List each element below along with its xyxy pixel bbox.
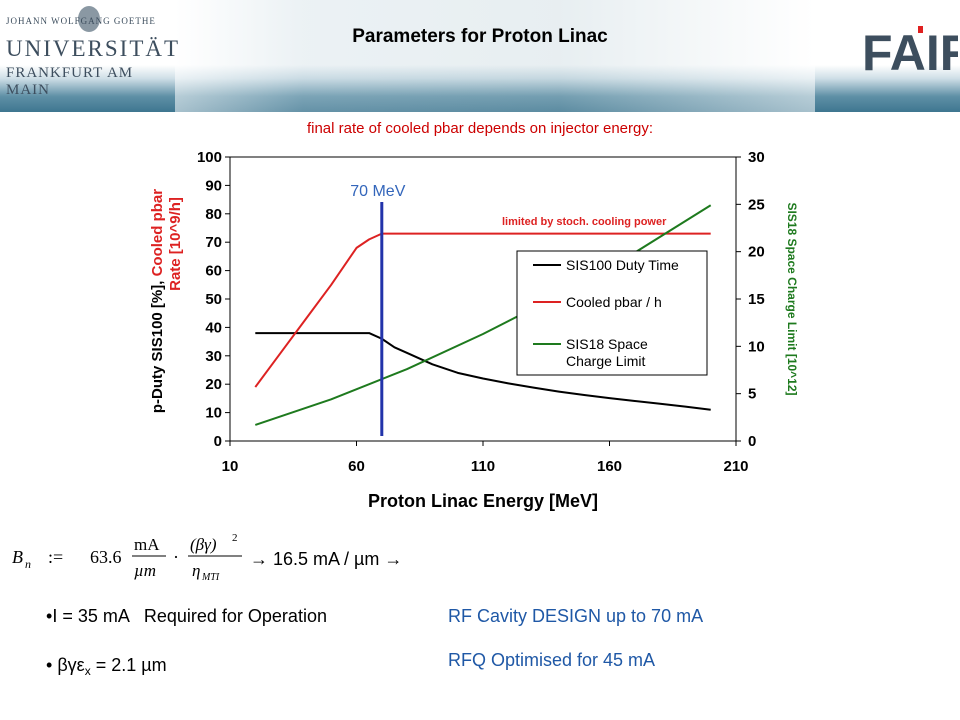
brightness-formula: B n := 63.6 mA µm · (βγ) 2 η MTI → 16.5 … xyxy=(12,532,402,583)
y-left-tick-label: 50 xyxy=(205,291,222,308)
university-city: FRANKFURT AM MAIN xyxy=(6,65,134,98)
x-tick-label: 110 xyxy=(471,458,495,475)
x-tick-label: 60 xyxy=(348,458,365,475)
formula-coef: 63.6 xyxy=(90,547,122,567)
y-right-tick-label: 5 xyxy=(748,386,756,403)
y-left-tick-label: 0 xyxy=(214,433,222,450)
energy-marker-label: 70 MeV xyxy=(350,183,405,200)
bullet-emittance: • βγεx = 2.1 µm xyxy=(46,655,167,678)
legend-label: Charge Limit xyxy=(566,353,645,369)
university-small-text: JOHANN WOLFGANG GOETHE xyxy=(6,16,156,26)
series-line xyxy=(255,332,711,411)
bullet-current-value: I = 35 mA xyxy=(52,606,130,626)
y-left-tick-label: 30 xyxy=(205,348,222,365)
page-title: Parameters for Proton Linac xyxy=(352,26,608,47)
y-left-tick-label: 60 xyxy=(205,263,222,280)
y-right-tick-label: 10 xyxy=(748,338,765,355)
y-left-title-red: Cooled pbar xyxy=(149,189,166,277)
x-tick-label: 160 xyxy=(597,458,622,475)
y-right-axis-title: SIS18 Space Charge Limit [10^12] xyxy=(785,202,799,395)
bullet-emittance-prefix: βγε xyxy=(57,655,85,675)
annotation-layer: 70 MeV limited by stoch. cooling power xyxy=(350,183,667,436)
university-name: UNIVERSITÄT xyxy=(6,36,181,61)
legend-box xyxy=(516,250,708,376)
formula-assign: := xyxy=(48,547,63,567)
y-left-title-black: p-Duty SIS100 [%], xyxy=(149,276,166,413)
y-right-tick-label: 0 xyxy=(748,433,756,450)
y-right-tick-label: 20 xyxy=(748,244,765,261)
fair-logo: FAIR xyxy=(862,25,958,81)
header: JOHANN WOLFGANG GOETHE UNIVERSITÄT FRANK… xyxy=(0,0,960,112)
fair-logo-text: FAIR xyxy=(862,25,958,81)
y-left-axis-title-line2: Rate [10^9/h] xyxy=(167,197,184,291)
y-left-axis-title: p-Duty SIS100 [%], Cooled pbar xyxy=(149,189,166,413)
y-left-tick-label: 20 xyxy=(205,376,222,393)
y-right-tick-label: 15 xyxy=(748,291,765,308)
legend-label: Cooled pbar / h xyxy=(566,294,662,310)
formula-unit-num: mA xyxy=(134,535,160,554)
formula-dot: · xyxy=(173,547,179,567)
energy-chart: 70 MeV limited by stoch. cooling power SI… xyxy=(149,149,799,511)
formula-frac-num: (βγ) xyxy=(190,535,217,554)
limit-label: limited by stoch. cooling power xyxy=(502,216,667,228)
series-line xyxy=(254,232,711,388)
university-logo: JOHANN WOLFGANG GOETHE UNIVERSITÄT FRANK… xyxy=(6,6,178,98)
bullet-emittance-sub: x xyxy=(84,664,91,678)
formula-lhs-sub: n xyxy=(25,557,31,571)
bullet-current: •I = 35 mA Required for Operation xyxy=(46,606,327,626)
formula-unit-den: µm xyxy=(134,561,156,580)
formula-frac-den: η xyxy=(192,561,200,580)
fair-logo-red-accent xyxy=(918,26,923,33)
formula-result: → 16.5 mA / µm → xyxy=(250,549,402,569)
y-right-tick-label: 25 xyxy=(748,196,765,213)
legend: SIS100 Duty Time Cooled pbar / h SIS18 Spa… xyxy=(516,250,708,376)
y-left-tick-label: 80 xyxy=(205,206,222,223)
y-left-tick-label: 90 xyxy=(205,177,222,194)
formula-frac-num-exp: 2 xyxy=(232,532,238,544)
legend-label: SIS100 Duty Time xyxy=(566,257,679,273)
rfq-note: RFQ Optimised for 45 mA xyxy=(448,650,656,670)
bullet-current-requirement: Required for Operation xyxy=(143,606,327,626)
x-tick-label: 210 xyxy=(723,458,748,475)
y-right-tick-label: 30 xyxy=(748,149,765,166)
y-left-tick-label: 10 xyxy=(205,405,222,422)
legend-label: SIS18 Space xyxy=(566,336,648,352)
rf-cavity-note: RF Cavity DESIGN up to 70 mA xyxy=(448,606,704,626)
formula-frac-den-sub: MTI xyxy=(201,572,220,583)
y-left-tick-label: 100 xyxy=(197,149,222,166)
x-tick-label: 10 xyxy=(222,458,239,475)
x-axis-title: Proton Linac Energy [MeV] xyxy=(368,491,598,511)
header-photo xyxy=(175,0,815,112)
chart-subtitle: final rate of cooled pbar depends on inj… xyxy=(306,120,654,137)
bullet-emittance-value: = 2.1 µm xyxy=(90,655,167,675)
y-left-tick-label: 70 xyxy=(205,234,222,251)
formula-lhs: B xyxy=(12,547,23,567)
goethe-portrait-icon xyxy=(78,6,100,32)
axis-layer: 10 60 110 160 210010203040506070809010005101… xyxy=(149,149,799,511)
y-left-tick-label: 40 xyxy=(205,319,222,336)
